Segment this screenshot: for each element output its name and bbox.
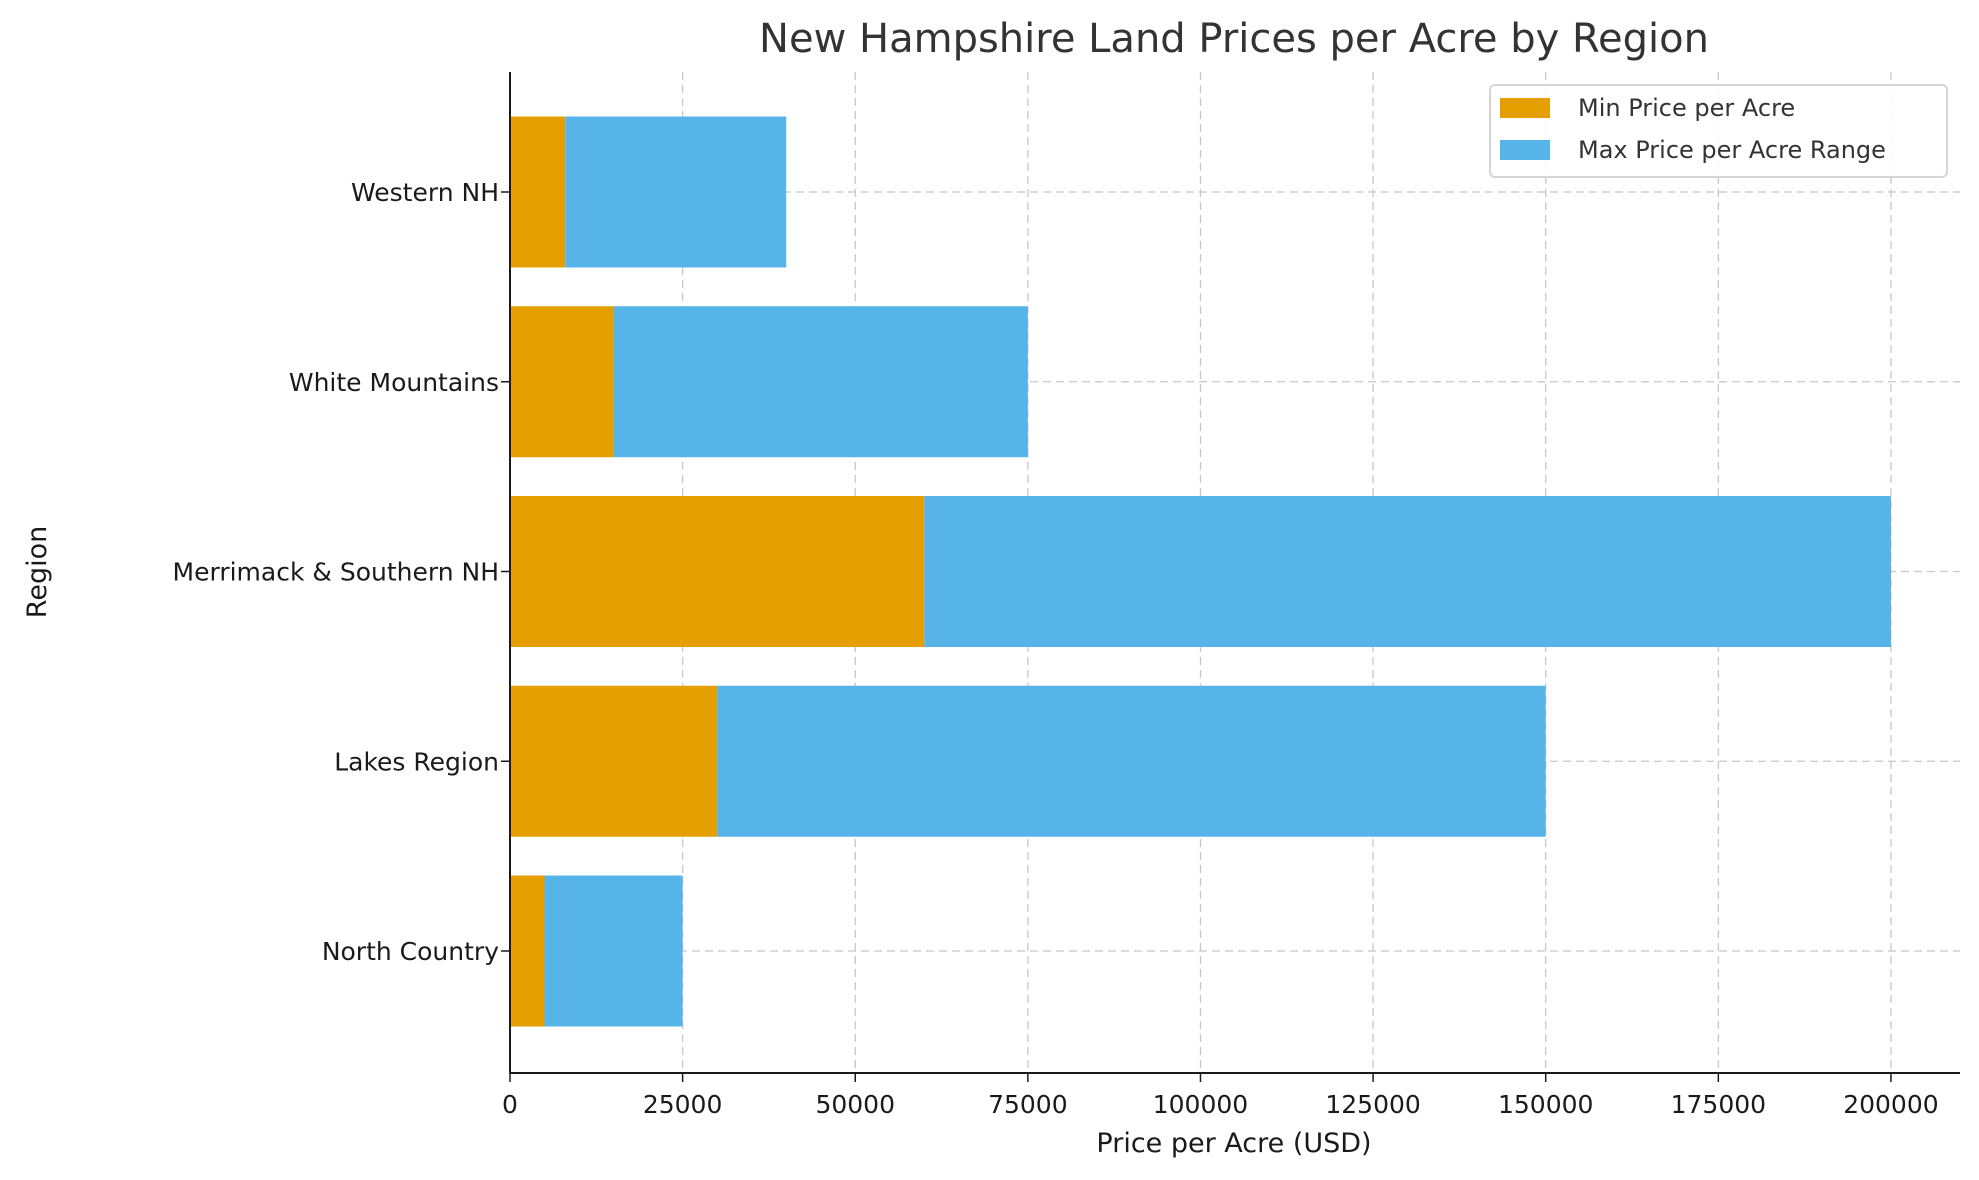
legend-label-min: Min Price per Acre [1578,94,1795,122]
bar-range-north-country [544,875,683,1027]
x-tick-label: 25000 [643,1090,723,1119]
bar-min-lakes-region [510,685,718,837]
bar-min-white-mountains [510,306,614,458]
x-tick-label: 150000 [1498,1090,1593,1119]
x-tick-label: 100000 [1153,1090,1248,1119]
y-tick-label: North Country [322,937,499,966]
legend-swatch-min [1500,98,1550,118]
y-tick-label: Merrimack & Southern NH [173,558,499,587]
x-axis-label: Price per Acre (USD) [1096,1128,1371,1159]
x-tick-label: 125000 [1325,1090,1420,1119]
x-tick-label: 200000 [1843,1090,1938,1119]
x-tick-label: 75000 [988,1090,1068,1119]
bar-range-merrimack-southern-nh [924,496,1891,647]
bar-range-white-mountains [613,306,1028,458]
x-tick-label: 175000 [1671,1090,1766,1119]
y-axis-label: Region [22,526,53,618]
bar-min-western-nh [510,116,566,268]
x-ticks: 0 25000 50000 75000 100000 125000 150000 175000… [502,1073,1939,1119]
legend-box [1489,84,1948,178]
bar-min-north-country [510,875,545,1027]
y-tick-label: Western NH [351,178,499,207]
y-ticks: North Country Lakes Region Merrimack & Sou… [173,178,510,966]
chart-title: New Hampshire Land Prices per Acre by Re… [759,16,1709,62]
y-tick-label: Lakes Region [334,747,499,776]
bar-range-western-nh [565,116,787,268]
x-tick-label: 50000 [815,1090,895,1119]
legend-label-range: Max Price per Acre Range [1578,136,1886,164]
y-tick-label: White Mountains [289,368,499,397]
legend: Min Price per Acre Max Price per Acre Ra… [1489,84,1948,178]
legend-swatch-range [1500,140,1550,160]
bar-range-lakes-region [717,685,1546,837]
x-tick-label: 0 [502,1090,518,1119]
bar-min-merrimack-southern-nh [510,496,925,647]
bars [510,116,1891,1027]
